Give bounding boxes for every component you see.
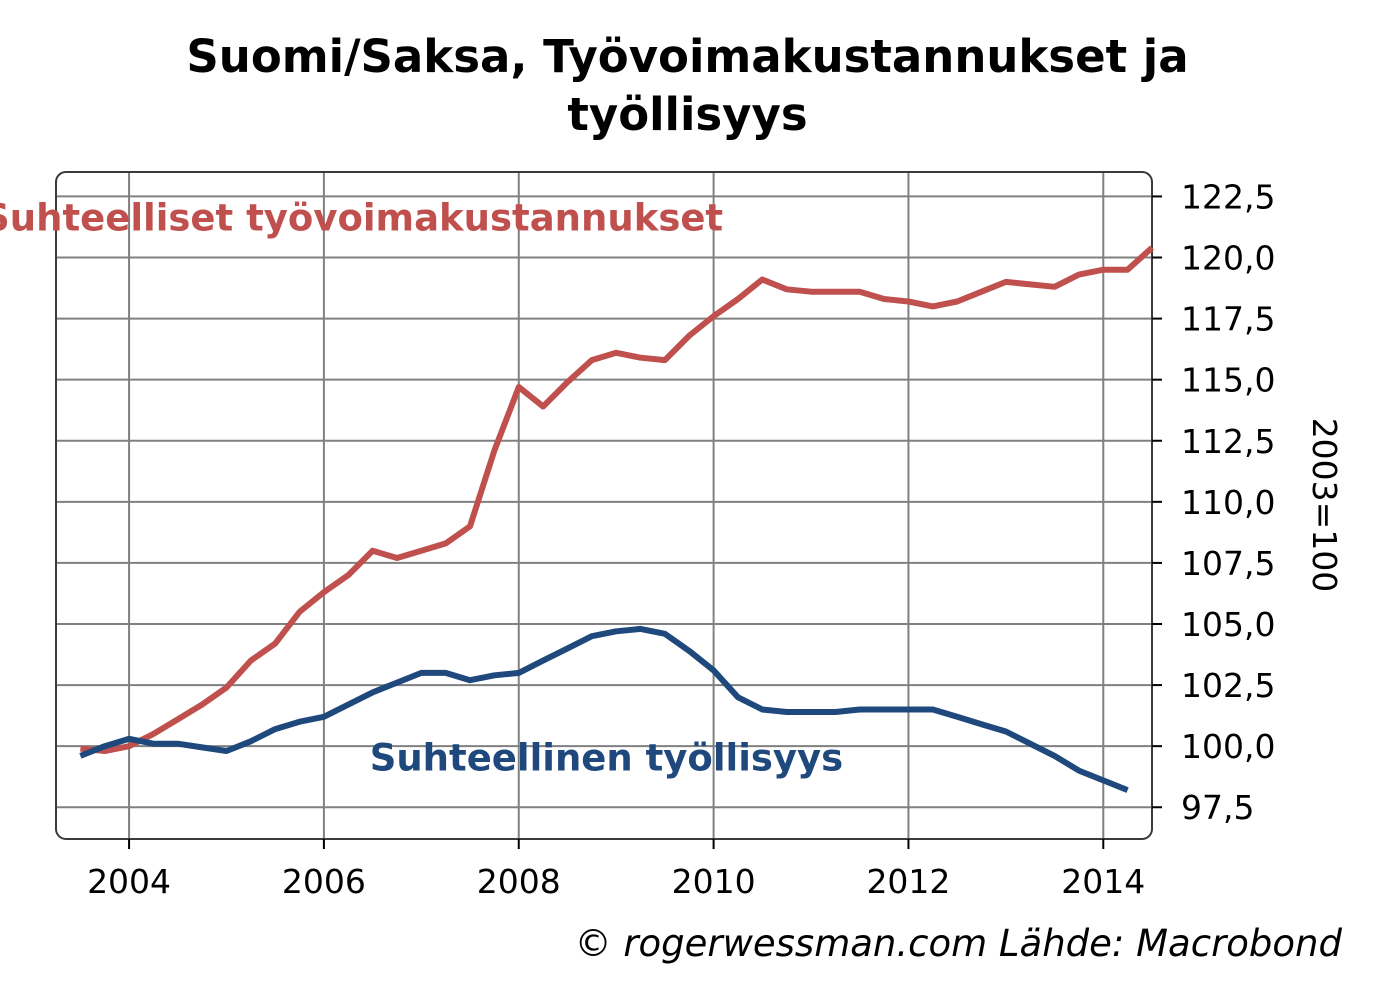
- y-axis-label: 2003=100: [1305, 418, 1344, 593]
- chart-title-line-1: Suomi/Saksa, Työvoimakustannukset ja: [186, 30, 1189, 83]
- y-tick-label: 122,5: [1181, 177, 1275, 216]
- x-tick-label: 2012: [866, 862, 950, 901]
- x-tick-label: 2014: [1061, 862, 1145, 901]
- y-tick-label: 102,5: [1181, 666, 1275, 705]
- y-axis-ticks: 97,5 100,0 102,5 105,0 107,5 110,0 112,5 115,0 1…: [1152, 177, 1275, 827]
- chart-title: Suomi/Saksa, Työvoimakustannukset ja työ…: [0, 28, 1375, 144]
- series-lines: [79, 245, 1155, 793]
- y-tick-label: 120,0: [1181, 239, 1275, 278]
- plot-frame: [55, 171, 1153, 840]
- y-tick-label: 117,5: [1181, 300, 1275, 339]
- x-tick-label: 2006: [282, 862, 366, 901]
- y-tick-label: 97,5: [1181, 788, 1254, 827]
- series-label-1: Suhteellinen työllisyys: [370, 737, 843, 780]
- x-axis-ticks: 2004 2006 2008 2010 2012 2014: [87, 839, 1145, 901]
- x-tick-label: 2010: [672, 862, 756, 901]
- x-tick-label: 2008: [477, 862, 561, 901]
- series-line-1: [79, 625, 1129, 793]
- x-tick-label: 2004: [87, 862, 171, 901]
- y-tick-label: 115,0: [1181, 361, 1275, 400]
- source-note: © rogerwessman.com Lähde: Macrobond: [574, 922, 1342, 965]
- y-tick-label: 100,0: [1181, 727, 1275, 766]
- y-tick-label: 112,5: [1181, 422, 1275, 461]
- chart-title-line-2: työllisyys: [567, 88, 808, 141]
- series-label-0: Suhteelliset työvoimakustannukset: [0, 197, 723, 240]
- y-tick-label: 105,0: [1181, 605, 1275, 644]
- y-tick-label: 110,0: [1181, 483, 1275, 522]
- grid-lines: [56, 172, 1152, 839]
- series-annotations: Suhteelliset työvoimakustannukset Suhteel…: [0, 197, 843, 780]
- y-tick-label: 107,5: [1181, 544, 1275, 583]
- series-line-0: [80, 245, 1155, 754]
